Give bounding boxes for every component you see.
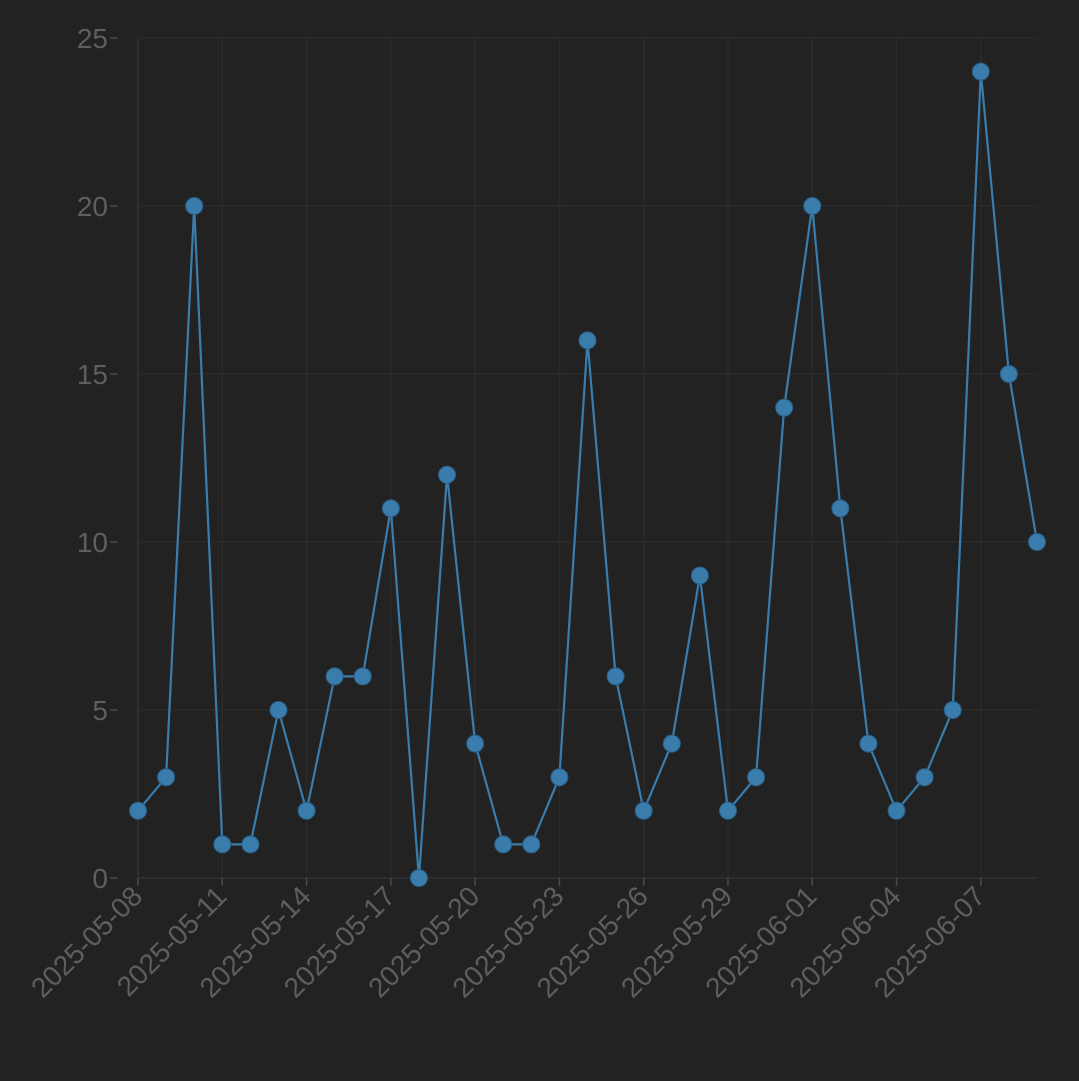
y-axis-ticks: 0 5 10 15 20 25 [77,23,118,894]
x-axis-ticks: 2025-05-082025-05-112025-05-142025-05-17… [25,878,991,1004]
data-point [999,365,1018,383]
data-point [438,465,457,484]
data-point [325,667,344,686]
y-tick-label: 10 [77,527,108,558]
data-point [213,835,232,854]
data-point [578,331,597,350]
data-point [522,835,541,854]
data-point [241,835,260,854]
data-point [775,398,794,417]
data-point [550,768,569,787]
data-point [494,835,513,854]
data-point [943,701,962,719]
data-point [859,734,878,753]
data-point [269,701,288,719]
data-point [466,734,485,753]
data-point [634,801,653,820]
data-point [803,197,822,215]
data-point [747,768,766,787]
y-tick-label: 5 [92,695,108,726]
data-points [129,62,1046,887]
data-point [887,801,906,820]
data-point [381,499,400,518]
data-point [718,801,737,820]
data-point [297,801,316,820]
data-point [157,768,176,787]
data-point [662,734,681,753]
grid [137,37,1037,878]
data-point [409,869,428,887]
data-point [915,768,934,787]
data-point [971,62,990,81]
y-tick-label: 0 [92,863,108,894]
data-point [185,197,204,215]
y-tick-label: 25 [77,23,108,54]
data-point [690,566,709,585]
data-point [129,801,147,820]
series-line [137,71,1039,879]
data-point [353,667,372,686]
axes [137,38,1037,879]
y-tick-label: 20 [77,191,108,222]
y-tick-label: 15 [77,359,108,390]
data-point [1028,533,1046,551]
data-point [831,499,850,518]
data-point [606,667,625,686]
series-line-group [137,71,1039,879]
